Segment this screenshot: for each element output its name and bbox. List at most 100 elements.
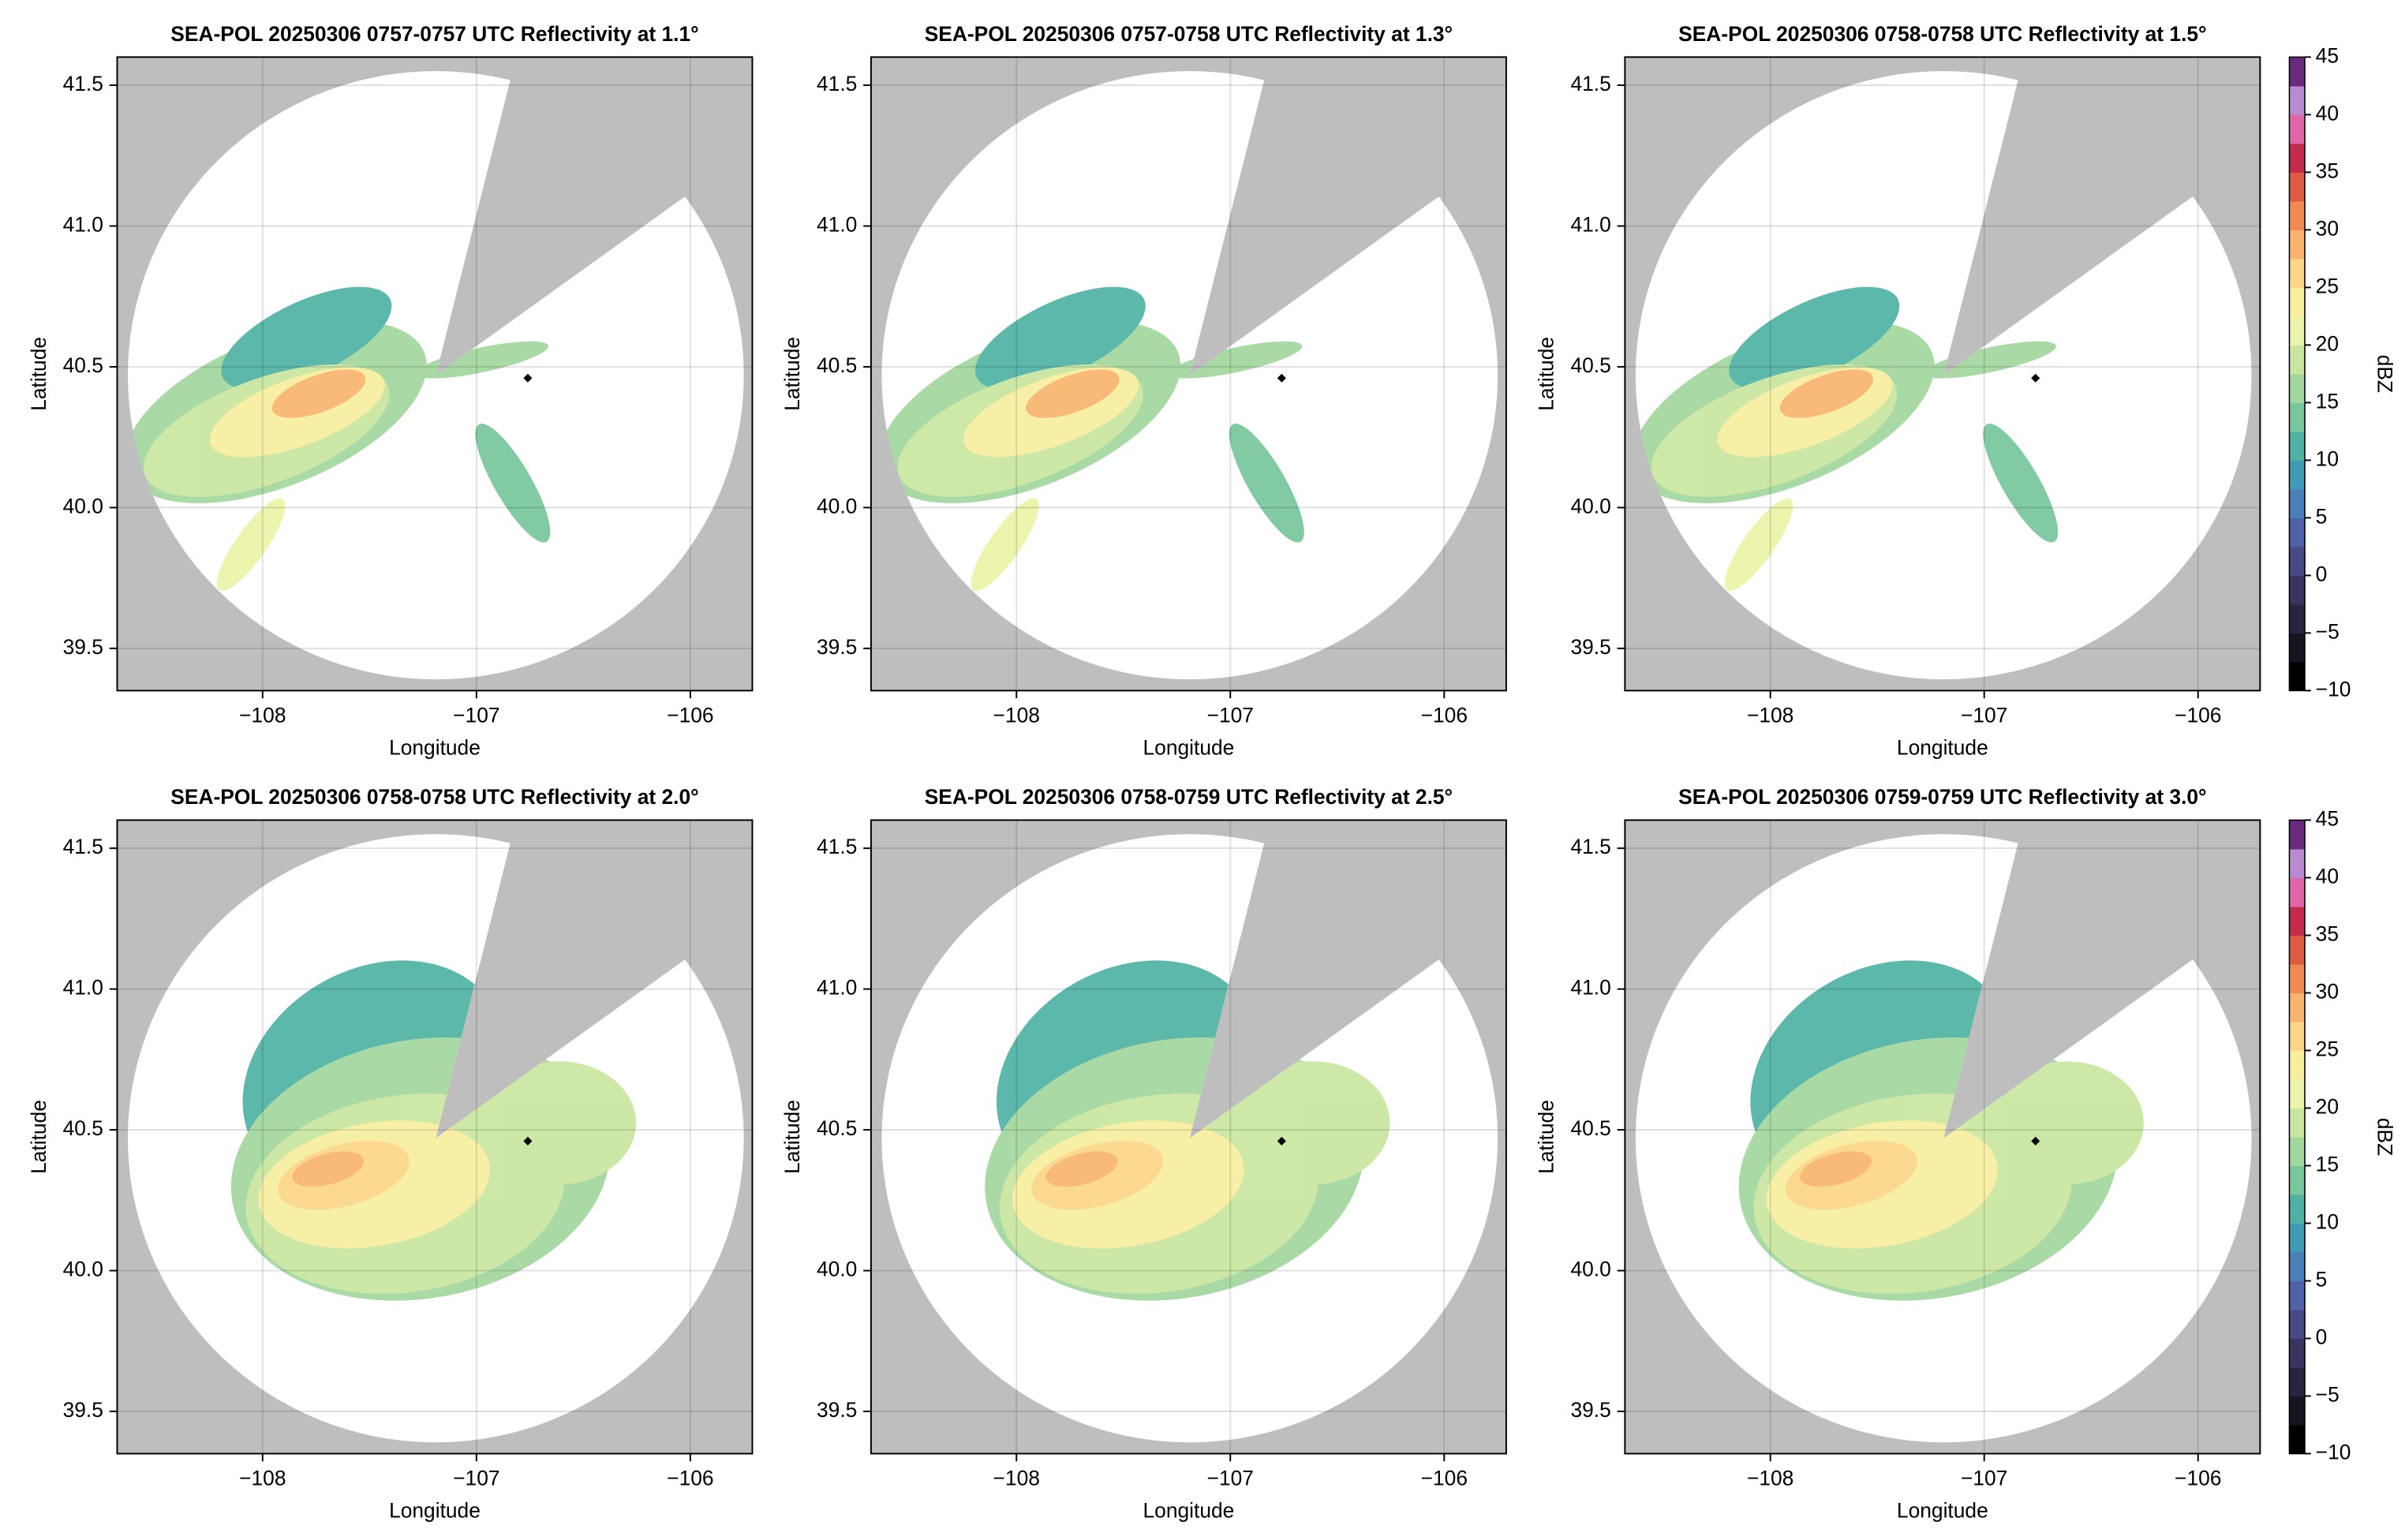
axes-frame: [116, 56, 754, 692]
colorbar-band: [2289, 57, 2305, 87]
colorbar-band: [2289, 964, 2305, 994]
colorbar-tick-label: 20: [2316, 331, 2339, 355]
coverage-area: [1635, 71, 2252, 680]
echo-field: [1738, 960, 2144, 1301]
x-tick-label: −107: [453, 1467, 499, 1490]
colorbar-band: [2289, 877, 2305, 907]
colorbar-band: [2289, 1108, 2305, 1138]
x-tick-label: −106: [667, 704, 713, 727]
y-tick-label: 41.5: [1570, 835, 1610, 858]
colorbar-tick-label: 35: [2316, 921, 2339, 945]
x-tick-label: −108: [239, 1467, 286, 1490]
colorbar-band: [2289, 1223, 2305, 1253]
echo-field: [985, 960, 1390, 1301]
y-tick-label: 40.0: [1570, 494, 1610, 518]
echo-field: [1635, 286, 2059, 591]
colorbar-tick-label: 15: [2316, 389, 2339, 413]
colorbar-band: [2289, 345, 2305, 375]
colorbar-band: [2289, 992, 2305, 1022]
echo: [1983, 423, 2059, 543]
x-tick-label: −107: [1961, 1467, 2007, 1490]
y-tick-label: 39.5: [63, 1398, 103, 1422]
y-tick-label: 41.0: [1570, 212, 1610, 236]
colorbar-tick-label: 5: [2316, 504, 2328, 528]
colorbar-band: [2289, 1079, 2305, 1109]
y-tick-label: 40.5: [817, 1116, 857, 1140]
colorbar-band: [2289, 373, 2305, 403]
colorbar-band: [2289, 1165, 2305, 1195]
chart-title: SEA-POL 20250306 0758-0759 UTC Reflectiv…: [925, 785, 1453, 809]
y-axis-label: Latitude: [27, 337, 50, 411]
colorbar-band: [2289, 1022, 2305, 1052]
colorbar-tick-label: −5: [2316, 619, 2340, 643]
colorbar-band: [2289, 1425, 2305, 1455]
echo: [1989, 1061, 2144, 1185]
x-tick-label: −106: [667, 1467, 713, 1490]
echo: [415, 341, 548, 379]
y-tick-label: 41.5: [817, 835, 857, 858]
colorbar-band: [2289, 287, 2305, 317]
echo: [1236, 1061, 1390, 1185]
y-axis-label: Latitude: [1535, 1100, 1558, 1174]
axes-frame: [870, 56, 1507, 692]
x-tick-label: −106: [2175, 1467, 2221, 1490]
colorbar-tick-label: 30: [2316, 216, 2339, 240]
x-axis-label: Longitude: [1143, 1499, 1235, 1523]
y-tick-label: 40.5: [1570, 1116, 1610, 1140]
y-tick-label: 40.5: [817, 353, 857, 377]
y-tick-label: 41.5: [1570, 72, 1610, 95]
colorbar-tick-label: 10: [2316, 447, 2339, 470]
colorbar-tick-label: −5: [2316, 1382, 2340, 1406]
echo-field: [128, 286, 551, 591]
colorbar-band: [2289, 661, 2305, 691]
axes-frame: [116, 819, 754, 1455]
colorbar-band: [2289, 518, 2305, 548]
y-axis-label: Latitude: [780, 337, 804, 411]
colorbar-tick-label: 45: [2316, 43, 2339, 67]
axes-frame: [1624, 56, 2261, 692]
x-tick-label: −106: [1421, 704, 1468, 727]
y-tick-label: 41.5: [817, 72, 857, 95]
colorbar-band: [2289, 906, 2305, 936]
colorbar-band: [2289, 143, 2305, 173]
colorbar-label: dBZ: [2373, 1118, 2397, 1156]
colorbar-band: [2289, 1252, 2305, 1282]
colorbar-tick-label: 25: [2316, 274, 2339, 297]
colorbar-tick-label: −10: [2316, 677, 2351, 701]
x-axis-label: Longitude: [389, 736, 481, 760]
colorbar-band: [2289, 1310, 2305, 1340]
echo-field: [230, 960, 637, 1301]
echo: [475, 423, 551, 543]
colorbar-tick-label: 40: [2316, 101, 2339, 125]
axes-frame: [870, 819, 1507, 1455]
colorbar-band: [2289, 575, 2305, 605]
y-tick-label: 39.5: [1570, 635, 1610, 659]
colorbar-tick-label: 30: [2316, 979, 2339, 1003]
colorbar-band: [2289, 849, 2305, 879]
echo: [271, 369, 366, 418]
y-tick-label: 41.5: [63, 72, 103, 95]
echo: [1169, 341, 1303, 379]
y-tick-label: 40.0: [1570, 1258, 1610, 1281]
x-tick-label: −108: [239, 704, 286, 727]
x-tick-label: −108: [993, 704, 1040, 727]
y-axis-label: Latitude: [1535, 337, 1558, 411]
echo: [971, 498, 1039, 591]
site-marker: [1277, 373, 1286, 383]
colorbar-band: [2289, 488, 2305, 518]
colorbar-band: [2289, 604, 2305, 634]
echo: [1724, 498, 1793, 591]
colorbar-tick-label: 35: [2316, 159, 2339, 182]
coverage-area: [1635, 834, 2252, 1443]
chart-title: SEA-POL 20250306 0759-0759 UTC Reflectiv…: [1678, 785, 2206, 809]
panel: −108 −107 −106 39.5 40.0 40.5 41.0 41.5 SEA-POL …: [27, 22, 754, 760]
x-tick-label: −106: [1421, 1467, 1468, 1490]
x-tick-label: −107: [453, 704, 499, 727]
y-tick-label: 39.5: [817, 1398, 857, 1422]
colorbar-frame: [2288, 56, 2306, 692]
y-tick-label: 41.0: [817, 976, 857, 1000]
chart-title: SEA-POL 20250306 0758-0758 UTC Reflectiv…: [170, 785, 698, 809]
y-tick-label: 40.5: [63, 353, 103, 377]
colorbar-band: [2289, 402, 2305, 432]
